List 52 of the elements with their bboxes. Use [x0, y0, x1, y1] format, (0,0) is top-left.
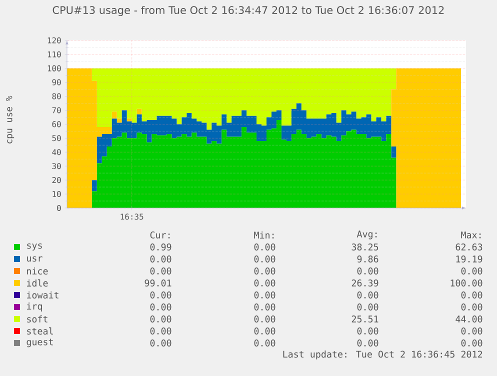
text: 0.00 — [357, 292, 378, 298]
legend-label: soft — [27, 315, 48, 323]
text: 0.00 — [254, 244, 276, 250]
text: Avg: — [356, 230, 377, 240]
text: 100.00 — [450, 280, 482, 286]
chart-title: CPU#13 usage - from Tue Oct 2 16:34:47 2012 to Tue Oct 2 16:36:07 2012 — [52, 6, 444, 16]
text: 0.00 — [461, 340, 482, 346]
text: 0.00 — [254, 292, 276, 298]
legend-label: idle — [26, 279, 48, 287]
text: 0.00 — [254, 304, 276, 310]
text: 44.00 — [456, 316, 482, 322]
text: 0.00 — [254, 280, 276, 286]
text: 0.00 — [461, 328, 482, 334]
text: 0.00 — [357, 304, 378, 310]
text: 0.00 — [357, 268, 378, 274]
text: 0.00 — [461, 268, 482, 274]
text: 0.00 — [254, 316, 276, 322]
text: 0.00 — [461, 304, 482, 310]
text: 0.00 — [254, 256, 276, 262]
legend-label: usr — [27, 256, 42, 262]
text: 99.01 — [144, 280, 172, 286]
y-axis-title: cpu use % — [6, 96, 14, 144]
text: 0.00 — [254, 328, 276, 334]
text: Min: — [254, 232, 274, 238]
legend-label: nice — [27, 267, 48, 275]
text: 0.00 — [254, 340, 276, 346]
text: 0.00 — [150, 340, 172, 346]
text: 26.39 — [352, 280, 378, 286]
text: 62.63 — [456, 244, 482, 250]
text: 19.19 — [456, 256, 482, 262]
text: Max: — [461, 232, 481, 238]
text: 0.00 — [357, 340, 378, 346]
text: 0.00 — [150, 328, 172, 334]
text: 0.00 — [150, 304, 172, 310]
legend-label: iowait — [26, 291, 58, 299]
text: 25.51 — [352, 316, 378, 322]
text: 0.99 — [150, 244, 172, 250]
legend-label: steal — [27, 327, 53, 335]
text: 0.00 — [150, 256, 172, 262]
legend-label: guest — [26, 338, 53, 348]
text: 0.00 — [461, 292, 482, 298]
text: 0.00 — [357, 328, 378, 334]
text: 9.86 — [357, 256, 378, 262]
text: 38.25 — [352, 244, 378, 250]
text: 0.00 — [150, 316, 172, 322]
text: 0.00 — [150, 292, 172, 298]
legend-label: sys — [27, 243, 42, 251]
text: 0.00 — [254, 268, 276, 274]
text: Cur: — [150, 232, 170, 238]
text: 0.00 — [150, 268, 172, 274]
legend-label: irq — [26, 302, 42, 312]
text: Last update: Tue Oct 2 16:36:45 2012 — [283, 350, 482, 360]
